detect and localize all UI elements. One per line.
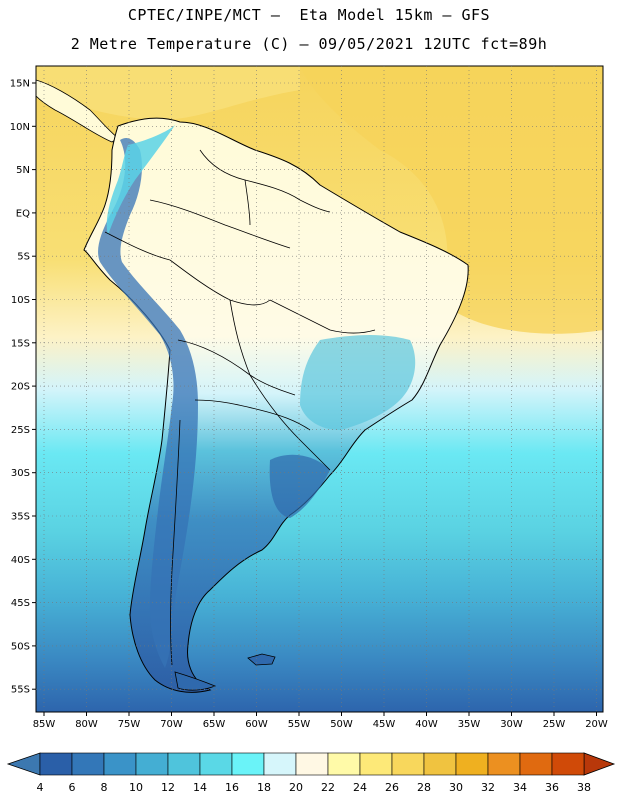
colorbar-label: 20 bbox=[289, 781, 303, 794]
lon-label: 85W bbox=[33, 719, 56, 730]
colorbar-swatch bbox=[391, 752, 425, 776]
colorbar-swatch bbox=[295, 752, 329, 776]
map-title: CPTEC/INPE/MCT — Eta Model 15km — GFS bbox=[127, 6, 491, 24]
map-subtitle: 2 Metre Temperature (C) — 09/05/2021 12U… bbox=[70, 35, 548, 53]
country-borders bbox=[104, 149, 376, 666]
lat-label: 10S bbox=[11, 295, 30, 306]
colorbar-swatch bbox=[455, 752, 489, 776]
longitude-axis: 85W 80W 75W 70W 65W 60W 55W 50W 45W 40W 35W 30W 25W 2… bbox=[33, 712, 608, 730]
colorbar-swatch bbox=[263, 752, 297, 776]
lat-label: 5N bbox=[16, 165, 30, 176]
colorbar-label: 38 bbox=[577, 781, 591, 794]
colorbar-label: 8 bbox=[101, 781, 108, 794]
colorbar-swatch bbox=[39, 752, 73, 776]
colorbar-label: 22 bbox=[321, 781, 335, 794]
colorbar-swatch bbox=[487, 752, 521, 776]
colorbar-swatch bbox=[423, 752, 457, 776]
colorbar-label: 14 bbox=[193, 781, 207, 794]
lat-label: 55S bbox=[11, 685, 30, 696]
lon-label: 40W bbox=[415, 719, 438, 730]
andes-cold-region bbox=[98, 138, 198, 669]
latitude-axis: 15N 10N 5N EQ 5S 10S 15S 20S 25S 30S 35S 40S 45S 50S 5… bbox=[10, 79, 36, 696]
colorbar-label: 28 bbox=[417, 781, 431, 794]
colorbar: 4 6 8 10 12 14 16 18 20 22 24 26 28 30 32 34 36 38 bbox=[6, 752, 616, 794]
colorbar-swatch bbox=[231, 752, 265, 776]
lon-label: 70W bbox=[160, 719, 183, 730]
lon-label: 30W bbox=[500, 719, 523, 730]
lat-label: 20S bbox=[11, 382, 30, 393]
colorbar-under-arrow bbox=[6, 752, 41, 776]
warm-ocean-region bbox=[300, 66, 603, 334]
lat-label: 35S bbox=[11, 512, 30, 523]
lat-label: 50S bbox=[11, 641, 30, 652]
lat-label: 40S bbox=[11, 555, 30, 566]
lat-label: 30S bbox=[11, 468, 30, 479]
tierra-del-fuego bbox=[174, 671, 217, 691]
colorbar-label: 6 bbox=[69, 781, 76, 794]
colorbar-label: 18 bbox=[257, 781, 271, 794]
colorbar-label: 16 bbox=[225, 781, 239, 794]
lat-label: 15S bbox=[11, 338, 30, 349]
lon-label: 50W bbox=[330, 719, 353, 730]
lon-label: 25W bbox=[543, 719, 566, 730]
lat-label: 45S bbox=[11, 598, 30, 609]
colorbar-label: 4 bbox=[37, 781, 44, 794]
lat-label: 5S bbox=[17, 252, 30, 263]
lon-label: 20W bbox=[585, 719, 608, 730]
colorbar-swatch bbox=[71, 752, 105, 776]
graticule bbox=[36, 66, 603, 712]
lon-label: 60W bbox=[245, 719, 268, 730]
lat-label: 10N bbox=[10, 122, 30, 133]
pampas-cold-region bbox=[269, 454, 330, 518]
northern-andes-region bbox=[106, 125, 175, 235]
colorbar-swatch bbox=[103, 752, 137, 776]
map-area bbox=[36, 66, 603, 712]
lon-label: 45W bbox=[373, 719, 396, 730]
falkland-islands bbox=[247, 653, 276, 666]
central-america-land bbox=[36, 79, 119, 143]
colorbar-label: 36 bbox=[545, 781, 559, 794]
colorbar-swatch bbox=[167, 752, 201, 776]
colorbar-swatch bbox=[551, 752, 585, 776]
lon-label: 65W bbox=[203, 719, 226, 730]
lon-label: 75W bbox=[118, 719, 141, 730]
lon-label: 55W bbox=[288, 719, 311, 730]
colorbar-label: 34 bbox=[513, 781, 527, 794]
colorbar-over-arrow bbox=[583, 752, 616, 776]
colorbar-swatch bbox=[519, 752, 553, 776]
lat-label: 15N bbox=[10, 79, 30, 90]
lat-label: 25S bbox=[11, 425, 30, 436]
colorbar-label: 10 bbox=[129, 781, 143, 794]
lat-label: EQ bbox=[16, 208, 30, 219]
colorbar-label: 26 bbox=[385, 781, 399, 794]
caribbean-region bbox=[36, 66, 300, 120]
lon-label: 80W bbox=[75, 719, 98, 730]
colorbar-label: 30 bbox=[449, 781, 463, 794]
southeast-brazil-region bbox=[300, 335, 416, 430]
colorbar-swatch bbox=[199, 752, 233, 776]
colorbar-label: 12 bbox=[161, 781, 175, 794]
colorbar-label: 32 bbox=[481, 781, 495, 794]
colorbar-swatch bbox=[327, 752, 361, 776]
map-frame bbox=[35, 65, 604, 713]
lon-label: 35W bbox=[458, 719, 481, 730]
colorbar-swatch bbox=[135, 752, 169, 776]
colorbar-label: 24 bbox=[353, 781, 367, 794]
colorbar-swatch bbox=[359, 752, 393, 776]
